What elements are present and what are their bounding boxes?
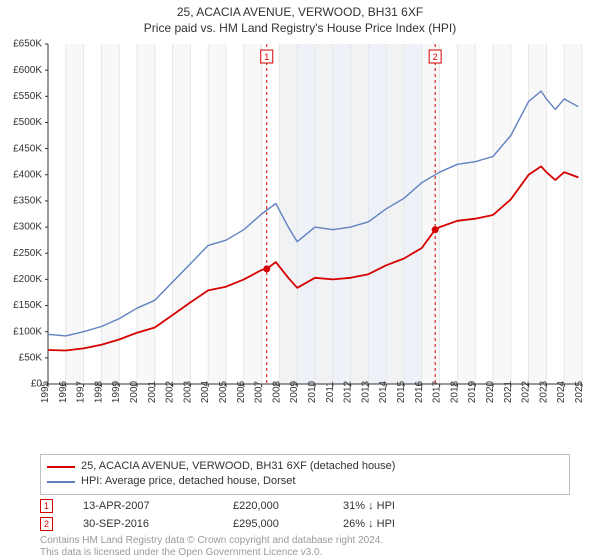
chart-container: 25, ACACIA AVENUE, VERWOOD, BH31 6XF Pri… [0, 0, 600, 560]
event-date-2: 30-SEP-2016 [83, 518, 203, 530]
legend-block: 25, ACACIA AVENUE, VERWOOD, BH31 6XF (de… [40, 454, 570, 559]
legend-swatch-property [47, 466, 75, 468]
legend-label-property: 25, ACACIA AVENUE, VERWOOD, BH31 6XF (de… [81, 459, 395, 474]
svg-text:1: 1 [264, 52, 269, 62]
legend-label-hpi: HPI: Average price, detached house, Dors… [81, 474, 295, 489]
svg-text:£300K: £300K [13, 222, 42, 233]
legend-swatch-hpi [47, 481, 75, 483]
event-row-1: 1 13-APR-2007 £220,000 31% ↓ HPI [40, 499, 570, 513]
svg-text:£550K: £550K [13, 91, 42, 102]
credit-line-1: Contains HM Land Registry data © Crown c… [40, 535, 570, 547]
svg-text:£400K: £400K [13, 169, 42, 180]
chart-area: £0£50K£100K£150K£200K£250K£300K£350K£400… [48, 44, 582, 422]
svg-text:£50K: £50K [19, 352, 43, 363]
title-line-2: Price paid vs. HM Land Registry's House … [0, 20, 600, 36]
svg-text:£100K: £100K [13, 326, 42, 337]
svg-text:£650K: £650K [13, 39, 42, 50]
chart-svg: £0£50K£100K£150K£200K£250K£300K£350K£400… [48, 44, 582, 422]
event-marker-2: 2 [40, 517, 53, 531]
title-line-1: 25, ACACIA AVENUE, VERWOOD, BH31 6XF [0, 4, 600, 20]
credit-block: Contains HM Land Registry data © Crown c… [40, 535, 570, 559]
event-row-2: 2 30-SEP-2016 £295,000 26% ↓ HPI [40, 517, 570, 531]
svg-text:£200K: £200K [13, 274, 42, 285]
svg-text:2: 2 [433, 52, 438, 62]
event-delta-2: 26% ↓ HPI [343, 518, 463, 530]
svg-text:£450K: £450K [13, 143, 42, 154]
svg-text:£500K: £500K [13, 117, 42, 128]
svg-text:£350K: £350K [13, 196, 42, 207]
legend-box: 25, ACACIA AVENUE, VERWOOD, BH31 6XF (de… [40, 454, 570, 495]
legend-row-property: 25, ACACIA AVENUE, VERWOOD, BH31 6XF (de… [47, 459, 563, 474]
event-price-2: £295,000 [233, 518, 313, 530]
credit-line-2: This data is licensed under the Open Gov… [40, 547, 570, 559]
svg-text:£150K: £150K [13, 300, 42, 311]
event-price-1: £220,000 [233, 500, 313, 512]
title-block: 25, ACACIA AVENUE, VERWOOD, BH31 6XF Pri… [0, 0, 600, 36]
svg-text:£250K: £250K [13, 248, 42, 259]
svg-text:£600K: £600K [13, 65, 42, 76]
event-delta-1: 31% ↓ HPI [343, 500, 463, 512]
event-marker-1: 1 [40, 499, 53, 513]
event-date-1: 13-APR-2007 [83, 500, 203, 512]
legend-row-hpi: HPI: Average price, detached house, Dors… [47, 474, 563, 489]
